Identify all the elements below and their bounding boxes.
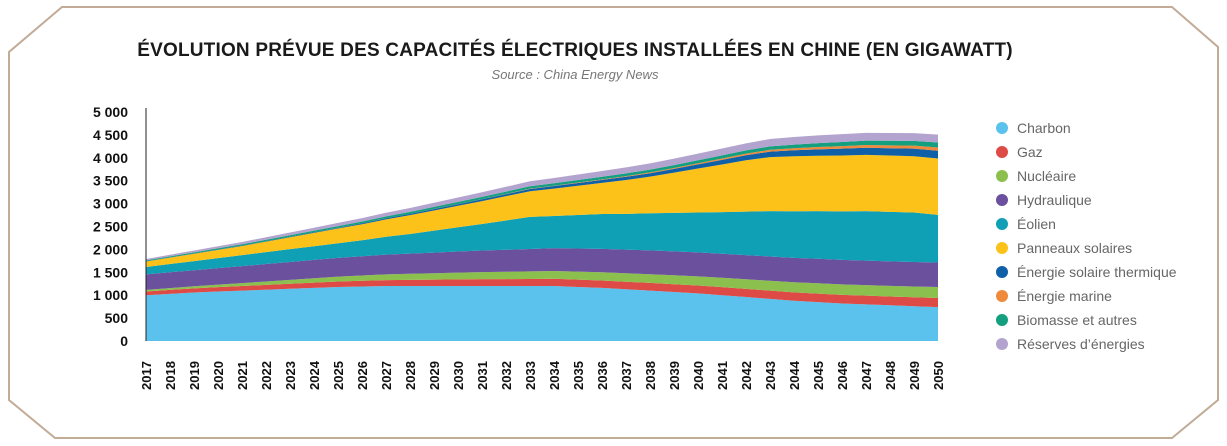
- area-series-4: [146, 211, 938, 275]
- legend-swatch: [996, 194, 1008, 206]
- y-tick-label: 2 000: [93, 241, 128, 257]
- x-tick-label: 2034: [547, 360, 562, 390]
- x-tick-label: 2039: [667, 361, 682, 390]
- x-tick-label: 2041: [715, 361, 730, 390]
- legend-item: Énergie marine: [996, 284, 1177, 308]
- y-tick-label: 5 000: [93, 104, 128, 120]
- x-tick-label: 2035: [571, 361, 586, 390]
- x-tick-label: 2023: [283, 361, 298, 390]
- legend-item: Charbon: [996, 116, 1177, 140]
- y-tick-label: 2 500: [93, 219, 128, 235]
- x-tick-label: 2043: [763, 361, 778, 390]
- x-tick-label: 2017: [139, 361, 154, 390]
- legend-item: Énergie solaire thermique: [996, 260, 1177, 284]
- area-series-2: [146, 271, 938, 298]
- legend-swatch: [996, 290, 1008, 302]
- x-tick-label: 2025: [331, 361, 346, 390]
- legend-label: Réserves d’énergies: [1017, 336, 1145, 352]
- y-tick-label: 3 500: [93, 173, 128, 189]
- legend-item: Hydraulique: [996, 188, 1177, 212]
- x-tick-label: 2018: [163, 361, 178, 390]
- area-series-3: [146, 248, 938, 290]
- x-tick-label: 2027: [379, 361, 394, 390]
- y-tick-label: 1 500: [93, 264, 128, 280]
- y-tick-label: 4 000: [93, 150, 128, 166]
- legend-label: Panneaux solaires: [1017, 240, 1133, 256]
- legend-swatch: [996, 218, 1008, 230]
- y-tick-label: 3 000: [93, 196, 128, 212]
- x-tick-label: 2050: [931, 361, 946, 390]
- legend-label: Biomasse et autres: [1017, 312, 1137, 328]
- chart-subtitle: Source : China Energy News: [491, 67, 659, 82]
- legend-swatch: [996, 122, 1008, 134]
- legend-item: Panneaux solaires: [996, 236, 1177, 260]
- x-tick-label: 2038: [643, 361, 658, 390]
- x-tick-label: 2047: [859, 361, 874, 390]
- x-tick-label: 2028: [403, 361, 418, 390]
- x-tick-label: 2029: [427, 361, 442, 390]
- x-tick-label: 2021: [235, 361, 250, 390]
- area-layers: [146, 132, 938, 341]
- legend-label: Énergie marine: [1017, 288, 1112, 304]
- legend-swatch: [996, 170, 1008, 182]
- x-tick-label: 2049: [907, 361, 922, 390]
- x-tick-label: 2033: [523, 361, 538, 390]
- x-tick-label: 2026: [355, 361, 370, 390]
- x-tick-label: 2048: [883, 361, 898, 390]
- legend-swatch: [996, 338, 1008, 350]
- y-tick-label: 500: [105, 310, 129, 326]
- legend-label: Hydraulique: [1017, 192, 1092, 208]
- legend-item: Gaz: [996, 140, 1177, 164]
- x-tick-label: 2031: [475, 361, 490, 390]
- legend-item: Réserves d’énergies: [996, 332, 1177, 356]
- area-series-0: [146, 286, 938, 341]
- y-tick-label: 4 500: [93, 127, 128, 143]
- axes: 0 500 1 000 1 500 2 000 2 500 3 000 3 500 4 000 4…: [93, 104, 946, 390]
- x-tick-label: 2046: [835, 361, 850, 390]
- area-series-1: [146, 278, 938, 308]
- chart-legend: Charbon Gaz Nucléaire Hydraulique Éolien Pann…: [996, 116, 1177, 356]
- legend-label: Énergie solaire thermique: [1017, 264, 1177, 280]
- x-tick-label: 2045: [811, 361, 826, 390]
- x-tick-label: 2044: [787, 360, 802, 390]
- x-tick-label: 2036: [595, 361, 610, 390]
- x-tick-label: 2019: [187, 361, 202, 390]
- area-series-5: [146, 154, 938, 267]
- x-tick-label: 2042: [739, 361, 754, 390]
- x-tick-label: 2022: [259, 361, 274, 390]
- x-tick-label: 2040: [691, 361, 706, 390]
- y-tick-label: 0: [120, 333, 128, 349]
- legend-swatch: [996, 314, 1008, 326]
- legend-swatch: [996, 242, 1008, 254]
- x-tick-label: 2030: [451, 361, 466, 390]
- legend-swatch: [996, 146, 1008, 158]
- legend-item: Biomasse et autres: [996, 308, 1177, 332]
- legend-label: Gaz: [1017, 144, 1043, 160]
- x-tick-label: 2037: [619, 361, 634, 390]
- legend-label: Nucléaire: [1017, 168, 1077, 184]
- x-tick-label: 2020: [211, 361, 226, 390]
- legend-label: Éolien: [1017, 216, 1056, 232]
- legend-item: Éolien: [996, 212, 1177, 236]
- legend-swatch: [996, 266, 1008, 278]
- legend-item: Nucléaire: [996, 164, 1177, 188]
- y-tick-label: 1 000: [93, 287, 128, 303]
- x-tick-label: 2024: [307, 360, 322, 390]
- x-tick-label: 2032: [499, 361, 514, 390]
- legend-label: Charbon: [1017, 120, 1071, 136]
- chart-title: ÉVOLUTION PRÉVUE DES CAPACITÉS ÉLECTRIQU…: [137, 40, 1013, 61]
